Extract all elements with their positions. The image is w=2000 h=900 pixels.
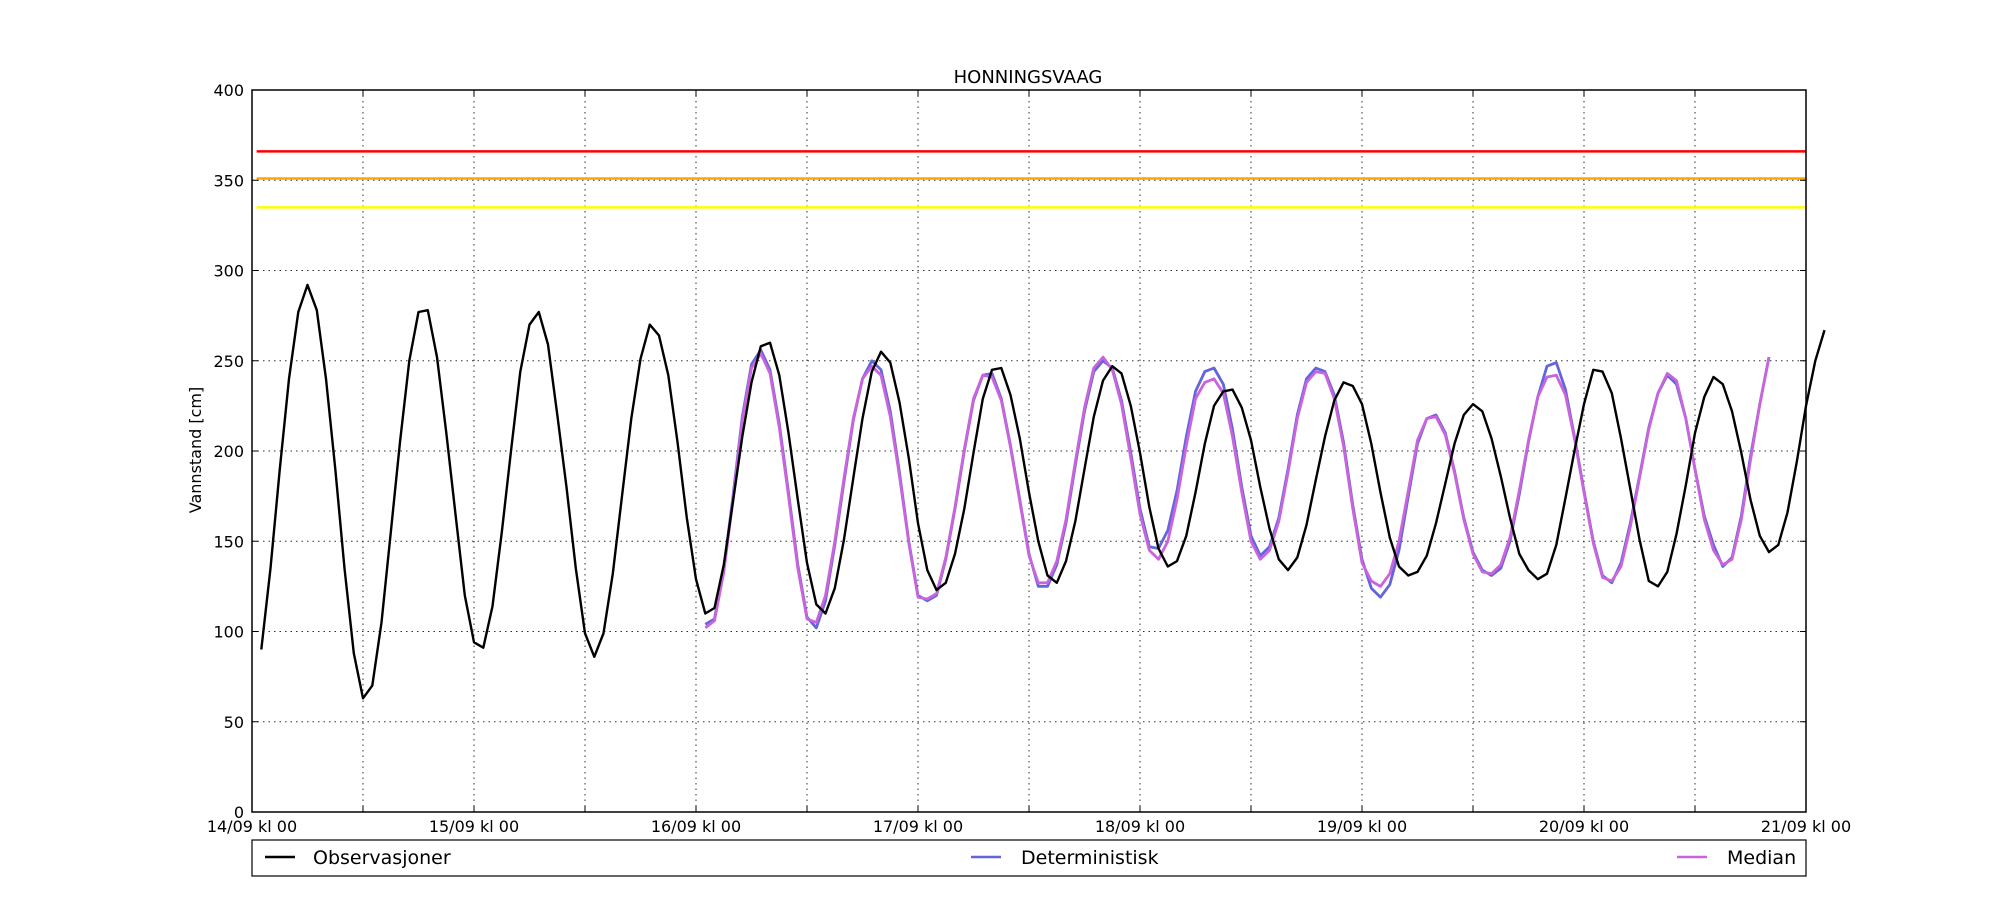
y-tick-label: 200 [213, 442, 244, 461]
y-tick-label: 250 [213, 352, 244, 371]
y-axis-label: Vannstand [cm] [186, 387, 205, 513]
legend-label-median: Median [1727, 847, 1796, 869]
x-tick-label: 21/09 kl 00 [1761, 817, 1851, 836]
legend-label-observasjoner: Observasjoner [313, 847, 451, 869]
y-tick-label: 0 [234, 803, 244, 822]
x-tick-label: 17/09 kl 00 [873, 817, 963, 836]
legend-frame [251, 839, 1807, 877]
x-tick-label: 16/09 kl 00 [651, 817, 741, 836]
legend-label-deterministisk: Deterministisk [1021, 847, 1159, 869]
y-tick-label: 400 [213, 81, 244, 100]
y-tick-label: 50 [224, 713, 244, 732]
y-tick-label: 100 [213, 623, 244, 642]
x-tick-label: 15/09 kl 00 [429, 817, 519, 836]
grid [252, 90, 1806, 812]
y-axis: 0 50 100 150 200 250 300 350 400 [213, 81, 1806, 822]
y-tick-label: 350 [213, 171, 244, 190]
x-tick-label: 18/09 kl 00 [1095, 817, 1185, 836]
legend: Observasjoner Deterministisk Median [251, 839, 1807, 877]
y-tick-label: 150 [213, 532, 244, 551]
y-tick-label: 300 [213, 262, 244, 281]
x-tick-label: 20/09 kl 00 [1539, 817, 1629, 836]
threshold-lines [256, 150, 1806, 209]
x-tick-label: 14/09 kl 00 [207, 817, 297, 836]
series-line-median [704, 352, 1771, 630]
series-line-observasjoner [260, 283, 1826, 700]
series-line-deterministisk [704, 348, 1771, 630]
x-axis: 14/09 kl 00 15/09 kl 00 16/09 kl 00 17/09 k… [207, 90, 1851, 836]
series-lines [260, 283, 1826, 700]
x-tick-label: 19/09 kl 00 [1317, 817, 1407, 836]
chart-title: HONNINGSVAAG [954, 67, 1103, 88]
